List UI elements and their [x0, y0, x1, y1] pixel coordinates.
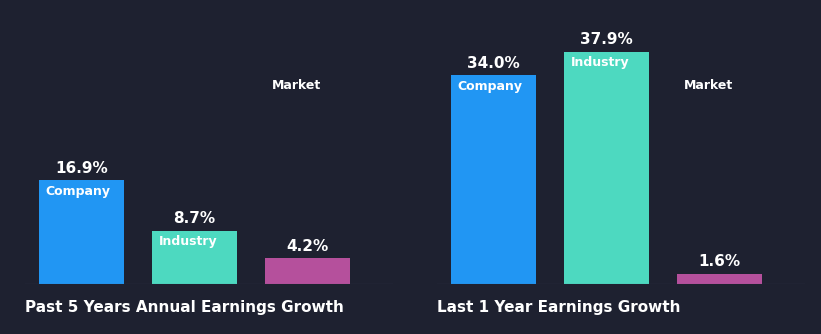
Text: Market: Market	[272, 78, 321, 92]
Text: Past 5 Years Annual Earnings Growth: Past 5 Years Annual Earnings Growth	[25, 300, 343, 315]
Text: 4.2%: 4.2%	[287, 238, 328, 254]
Text: Market: Market	[684, 78, 733, 92]
Text: Company: Company	[46, 185, 111, 198]
Bar	[451, 75, 536, 284]
Bar	[39, 180, 124, 284]
Text: 1.6%: 1.6%	[699, 255, 741, 270]
Bar	[152, 230, 237, 284]
Text: 37.9%: 37.9%	[580, 32, 633, 47]
Text: Industry: Industry	[571, 56, 630, 69]
Bar	[677, 274, 762, 284]
Bar	[265, 258, 350, 284]
Text: 16.9%: 16.9%	[55, 161, 108, 176]
Text: Industry: Industry	[158, 235, 218, 248]
Text: 8.7%: 8.7%	[173, 211, 215, 226]
Text: Last 1 Year Earnings Growth: Last 1 Year Earnings Growth	[437, 300, 680, 315]
Bar	[564, 51, 649, 284]
Text: Company: Company	[457, 80, 523, 93]
Text: 34.0%: 34.0%	[467, 56, 520, 71]
